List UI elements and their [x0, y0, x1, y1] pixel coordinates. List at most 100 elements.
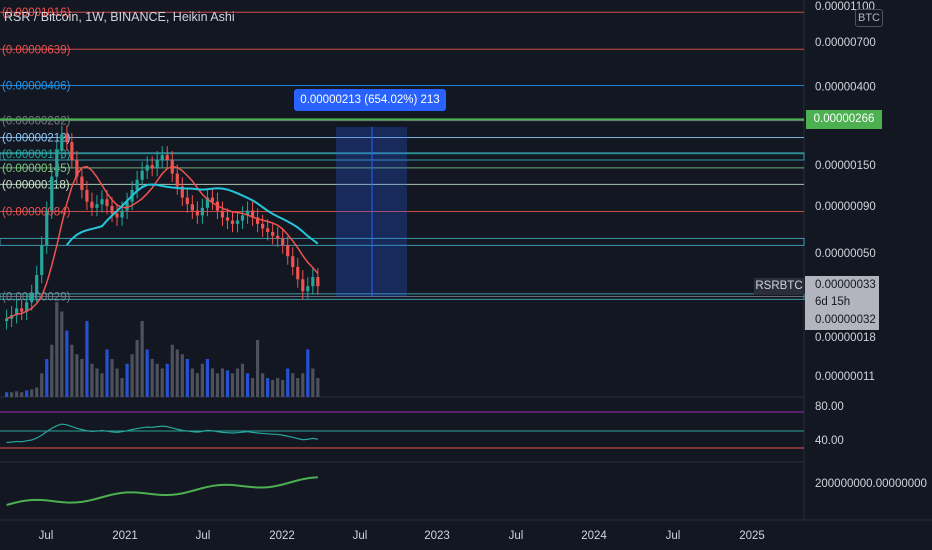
candle-body [281, 238, 285, 246]
volume-bar [145, 349, 149, 397]
candle-body [286, 245, 290, 257]
candle-body [35, 274, 39, 294]
candle-body [120, 210, 124, 218]
volume-bar [70, 344, 74, 397]
volume-bar [225, 370, 230, 397]
volume-bar [25, 390, 29, 397]
volume-bar [30, 389, 34, 397]
candle-body [45, 210, 49, 246]
price-tick-label: 0.00000700 [815, 37, 876, 49]
volume-bar [306, 349, 310, 397]
chart-title: RSR / Bitcoin, 1W, BINANCE, Heikin Ashi [4, 10, 235, 24]
volume-bar [60, 311, 64, 397]
oscillator-pane [0, 411, 804, 449]
volume-bar [296, 378, 300, 397]
candles [5, 125, 407, 330]
time-tick-label: Jul [39, 530, 54, 542]
volume-bar [301, 373, 305, 397]
candle-body [256, 217, 260, 224]
price-tick-label: 0.00000011 [815, 371, 875, 383]
volume-bar [20, 392, 24, 397]
level-label: (0.00000262) [2, 116, 71, 128]
time-tick-label: Jul [196, 530, 211, 542]
candle-body [105, 199, 109, 207]
volume-bar [15, 391, 19, 397]
time-tick-label: Jul [509, 530, 524, 542]
candle-body [220, 210, 225, 218]
time-tick-label: 2025 [739, 530, 765, 542]
candle-body [271, 232, 275, 236]
volume-bar [235, 368, 240, 397]
time-tick-label: Jul [353, 530, 368, 542]
candle-body [160, 155, 164, 161]
candle-body [306, 286, 310, 292]
bottom-indicator-line [6, 476, 318, 506]
volume-bar [271, 379, 275, 397]
volume-bar [210, 368, 215, 397]
volume-bar [256, 340, 260, 397]
candle-body [25, 302, 29, 312]
candle-body [80, 176, 84, 190]
volume-bar [190, 368, 194, 397]
volume-bar [311, 368, 315, 397]
volume-bar [215, 373, 220, 397]
volume-bar [245, 373, 250, 397]
time-tick-label: 2022 [269, 530, 295, 542]
volume-bar [65, 330, 69, 397]
measure-label: 0.00000213 (654.02%) 213 [294, 89, 446, 111]
volume-bar [195, 373, 199, 397]
candle-body [185, 197, 189, 205]
volume-bar [170, 344, 174, 397]
time-axis: Jul 2021 Jul 2022 Jul 2023 Jul 2024 Jul 2025 [39, 530, 765, 542]
level-label: (0.00000406) [2, 81, 71, 93]
candle-body [150, 165, 154, 168]
osc-tick-label: 40.00 [815, 435, 844, 447]
volume-bar [115, 368, 119, 397]
volume-bar [5, 392, 9, 397]
volume-bar [165, 363, 169, 397]
osc-line [6, 423, 318, 444]
candle-body [190, 204, 194, 211]
volume-bar [185, 359, 189, 397]
candle-body [175, 173, 179, 187]
candle-body [210, 197, 215, 202]
volume-bar [40, 373, 44, 397]
volume-bar [105, 349, 109, 397]
currency-button[interactable]: BTC [855, 9, 883, 27]
candle-body [60, 134, 64, 151]
volume-bar [175, 349, 179, 397]
volume-bar [55, 302, 59, 397]
candle-body [115, 213, 119, 218]
volume-bar [286, 368, 290, 397]
volume-bar [125, 363, 129, 397]
candle-body [55, 150, 59, 177]
volume-bar [10, 392, 14, 397]
candle-body [311, 277, 315, 287]
time-tick-label: 2021 [112, 530, 138, 542]
candle-body [75, 160, 79, 177]
level-label: (0.00001016) [2, 7, 71, 19]
volume-bar [155, 363, 159, 397]
volume-bar [135, 340, 139, 397]
zone-band [0, 293, 805, 300]
candle-body [195, 210, 199, 216]
candle-body [125, 201, 129, 211]
candle-body [155, 160, 159, 168]
candle-body [245, 210, 250, 216]
candle-body [240, 215, 245, 221]
candle-body [180, 186, 184, 198]
volume-bar [75, 354, 79, 397]
candle-body [110, 206, 114, 214]
volume-bar [80, 359, 84, 397]
price-tick-label: 0.00000018 [815, 332, 876, 344]
volume-bar [230, 373, 235, 397]
volume-bar [160, 368, 164, 397]
candle-body [40, 245, 44, 275]
candle-body [316, 277, 320, 287]
highlight-price-tag: 0.00000266 [806, 110, 882, 129]
volume-bar [45, 359, 49, 397]
candle-body [225, 217, 230, 221]
candle-body [90, 201, 94, 208]
candle-body [65, 134, 69, 143]
